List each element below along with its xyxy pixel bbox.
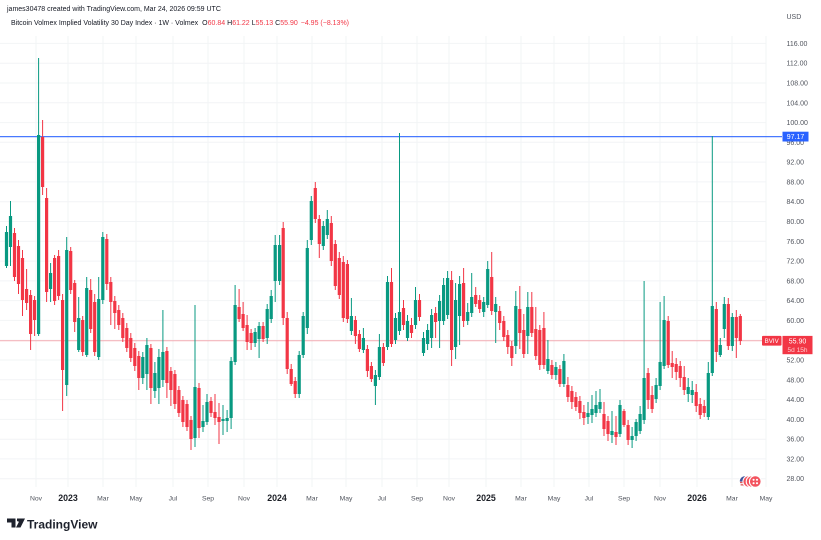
- svg-text:80.00: 80.00: [787, 219, 805, 226]
- svg-text:2024: 2024: [267, 493, 287, 503]
- svg-text:May: May: [340, 496, 353, 503]
- svg-text:5d 15h: 5d 15h: [788, 347, 808, 354]
- svg-text:55.90: 55.90: [789, 338, 807, 345]
- svg-text:68.00: 68.00: [787, 278, 805, 285]
- svg-text:2023: 2023: [58, 493, 78, 503]
- svg-text:May: May: [760, 496, 773, 503]
- svg-text:60.00: 60.00: [787, 318, 805, 325]
- svg-text:28.00: 28.00: [787, 476, 805, 483]
- svg-text:64.00: 64.00: [787, 298, 805, 305]
- svg-text:100.00: 100.00: [787, 120, 809, 127]
- svg-text:96.00: 96.00: [787, 140, 805, 147]
- svg-text:88.00: 88.00: [787, 179, 805, 186]
- svg-text:BVIV: BVIV: [765, 338, 780, 345]
- svg-text:Sep: Sep: [618, 496, 630, 503]
- svg-text:james30478 created with Tradin: james30478 created with TradingView.com,…: [6, 6, 221, 13]
- svg-text:Nov: Nov: [238, 496, 251, 503]
- svg-text:Nov: Nov: [443, 496, 456, 503]
- svg-text:104.00: 104.00: [787, 100, 809, 107]
- svg-text:Bitcoin Volmex Implied Volatil: Bitcoin Volmex Implied Volatility 30 Day…: [11, 20, 349, 27]
- svg-text:116.00: 116.00: [787, 41, 808, 48]
- svg-text:52.00: 52.00: [787, 358, 805, 365]
- svg-text:72.00: 72.00: [787, 259, 805, 266]
- svg-text:Nov: Nov: [30, 496, 43, 503]
- svg-text:Jul: Jul: [169, 496, 178, 503]
- svg-text:84.00: 84.00: [787, 199, 805, 206]
- svg-text:May: May: [548, 496, 561, 503]
- svg-text:36.00: 36.00: [787, 437, 805, 444]
- svg-text:Mar: Mar: [726, 496, 738, 503]
- svg-text:Mar: Mar: [306, 496, 318, 503]
- svg-text:32.00: 32.00: [787, 456, 805, 463]
- svg-text:Mar: Mar: [97, 496, 109, 503]
- svg-text:Sep: Sep: [202, 496, 214, 503]
- svg-text:TradingView: TradingView: [27, 518, 98, 532]
- svg-text:Jul: Jul: [378, 496, 387, 503]
- svg-text:108.00: 108.00: [787, 81, 809, 88]
- svg-text:Sep: Sep: [411, 496, 423, 503]
- svg-text:97.17: 97.17: [787, 134, 805, 141]
- svg-text:48.00: 48.00: [787, 377, 805, 384]
- svg-text:92.00: 92.00: [787, 160, 805, 167]
- svg-text:Jul: Jul: [585, 496, 594, 503]
- svg-text:2025: 2025: [476, 493, 496, 503]
- svg-text:2026: 2026: [687, 493, 707, 503]
- svg-text:44.00: 44.00: [787, 397, 805, 404]
- svg-text:76.00: 76.00: [787, 239, 805, 246]
- svg-text:May: May: [130, 496, 143, 503]
- svg-text:112.00: 112.00: [787, 61, 808, 68]
- svg-text:40.00: 40.00: [787, 417, 805, 424]
- svg-text:USD: USD: [787, 14, 802, 21]
- svg-text:Mar: Mar: [515, 496, 527, 503]
- svg-text:Nov: Nov: [654, 496, 667, 503]
